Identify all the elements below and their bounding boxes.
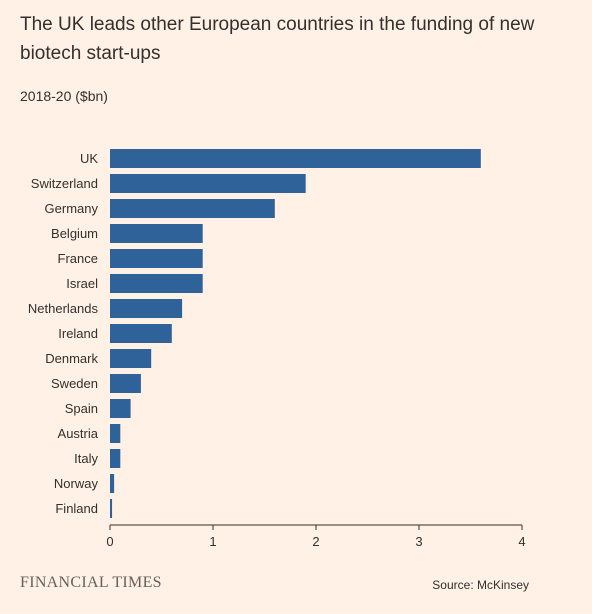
bar-belgium [110,224,203,243]
category-label: Netherlands [28,301,99,316]
chart-title: The UK leads other European countries in… [20,14,535,64]
x-tick-label: 1 [209,534,216,549]
bar-france [110,249,203,268]
bar-finland [110,499,113,518]
category-label: France [58,251,98,266]
category-label: Switzerland [31,176,98,191]
x-tick-label: 4 [518,534,525,549]
bar-italy [110,449,121,468]
bar-netherlands [110,299,183,318]
category-label: Israel [66,276,98,291]
category-label: Germany [45,201,99,216]
ft-logo: FINANCIAL TIMES [20,574,162,591]
bar-sweden [110,374,141,393]
x-tick-label: 0 [106,534,113,549]
bar-austria [110,424,121,443]
chart-subtitle: 2018-20 ($bn) [20,88,108,104]
bar-switzerland [110,174,306,193]
category-label: Sweden [51,376,98,391]
category-label: Norway [54,476,99,491]
bar-israel [110,274,203,293]
bar-norway [110,474,115,493]
source-note: Source: McKinsey [432,578,529,592]
category-label: Finland [55,501,98,516]
bar-germany [110,199,275,218]
category-label: UK [80,151,98,166]
bar-spain [110,399,131,418]
category-label: Ireland [58,326,98,341]
category-label: Spain [65,401,98,416]
x-tick-label: 2 [312,534,319,549]
category-label: Italy [74,451,98,466]
bar-denmark [110,349,152,368]
bar-ireland [110,324,172,343]
category-label: Denmark [45,351,98,366]
category-label: Belgium [51,226,98,241]
x-tick-label: 3 [415,534,422,549]
category-label: Austria [58,426,99,441]
bar-uk [110,149,481,168]
